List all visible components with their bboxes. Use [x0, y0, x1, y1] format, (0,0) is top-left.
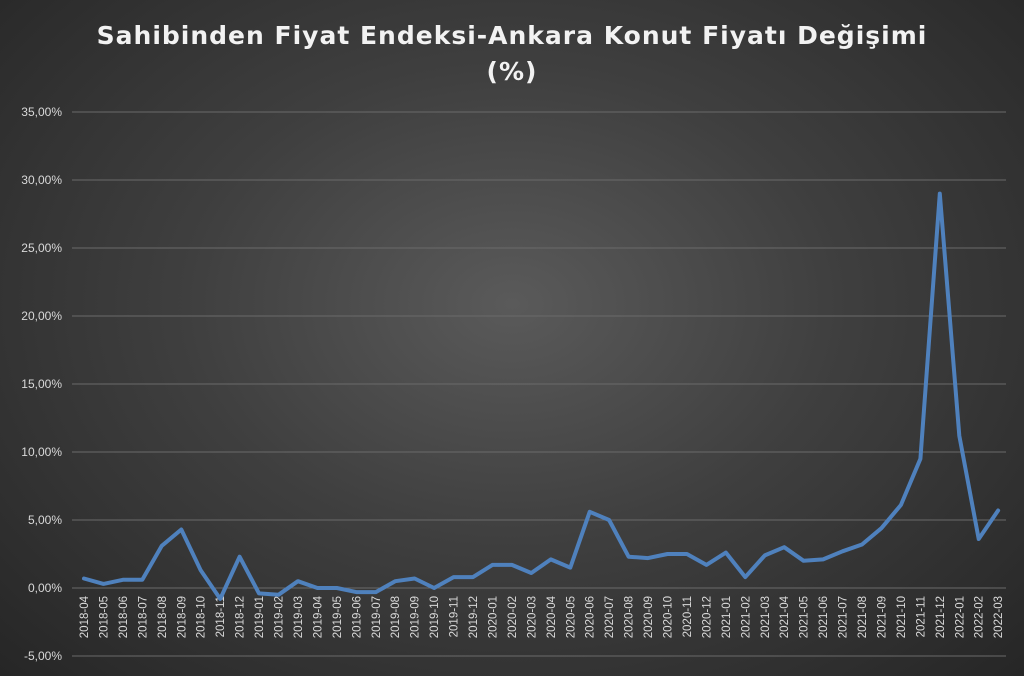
x-tick-label: 2020-12: [701, 596, 713, 638]
x-tick-label: 2020-04: [546, 595, 558, 638]
x-tick-label: 2019-06: [351, 596, 363, 638]
x-tick-label: 2021-07: [838, 596, 850, 638]
x-tick-label: 2021-04: [779, 595, 791, 638]
x-tick-label: 2018-12: [235, 596, 247, 638]
x-tick-label: 2020-06: [585, 596, 597, 638]
x-tick-label: 2019-04: [312, 595, 324, 638]
y-tick-label: 25,00%: [21, 241, 62, 255]
gridlines: [72, 111, 1006, 657]
x-tick-label: 2020-09: [643, 596, 655, 638]
x-tick-label: 2021-05: [799, 596, 811, 638]
x-tick-label: 2018-10: [196, 596, 208, 638]
y-tick-label: 0,00%: [28, 581, 62, 595]
x-tick-label: 2018-04: [79, 595, 91, 638]
y-tick-label: 35,00%: [21, 105, 62, 119]
x-tick-label: 2020-08: [624, 596, 636, 638]
x-tick-label: 2019-07: [371, 596, 383, 638]
x-tick-label: 2020-01: [487, 596, 499, 638]
x-tick-label: 2020-07: [604, 596, 616, 638]
x-tick-label: 2019-03: [293, 596, 305, 638]
x-tick-label: 2021-06: [818, 596, 830, 638]
x-tick-label: 2021-03: [760, 596, 772, 638]
x-tick-label: 2022-03: [993, 596, 1005, 638]
x-tick-label: 2019-02: [274, 596, 286, 638]
x-tick-label: 2021-08: [857, 596, 869, 638]
chart-title: Sahibinden Fiyat Endeksi-Ankara Konut Fi…: [97, 21, 928, 50]
x-tick-label: 2019-09: [410, 596, 422, 638]
x-tick-label: 2021-09: [876, 596, 888, 638]
x-tick-label: 2020-11: [682, 596, 694, 637]
x-tick-label: 2020-10: [663, 596, 675, 638]
y-tick-label: 10,00%: [21, 445, 62, 459]
x-tick-label: 2021-01: [721, 596, 733, 638]
y-tick-label: 15,00%: [21, 377, 62, 391]
x-tick-label: 2020-05: [565, 596, 577, 638]
x-tick-label: 2018-11: [215, 596, 227, 637]
x-tick-label: 2018-09: [176, 596, 188, 638]
x-tick-label: 2021-11: [915, 596, 927, 637]
y-tick-label: 30,00%: [21, 173, 62, 187]
x-tick-label: 2019-11: [449, 596, 461, 637]
x-tick-label: 2019-01: [254, 596, 266, 638]
x-tick-label: 2018-08: [157, 596, 169, 638]
x-tick-label: 2021-02: [740, 596, 752, 638]
chart-title-unit: (%): [487, 57, 538, 86]
x-tick-label: 2018-07: [137, 596, 149, 638]
y-axis-ticks: -5,00% 0,00% 5,00% 10,00% 15,00% 20,00% 25,00%…: [21, 105, 62, 663]
x-tick-label: 2022-01: [954, 596, 966, 638]
x-tick-label: 2021-12: [935, 596, 947, 638]
y-tick-label: 20,00%: [21, 309, 62, 323]
y-tick-label: 5,00%: [28, 513, 62, 527]
x-tick-label: 2019-08: [390, 596, 402, 638]
x-tick-label: 2019-10: [429, 596, 441, 638]
x-tick-label: 2019-12: [468, 596, 480, 638]
x-tick-label: 2020-02: [507, 596, 519, 638]
series-line: [82, 191, 1001, 601]
y-tick-label: -5,00%: [24, 649, 62, 663]
x-tick-label: 2021-10: [896, 596, 908, 638]
x-tick-label: 2018-05: [98, 596, 110, 638]
x-tick-label: 2019-05: [332, 596, 344, 638]
x-axis-ticks: 2018-04 2018-05 2018-06 2018-07 2018-08 2018-…: [79, 595, 1005, 638]
x-tick-label: 2018-06: [118, 596, 130, 638]
x-tick-label: 2022-02: [974, 596, 986, 638]
x-tick-label: 2020-03: [526, 596, 538, 638]
